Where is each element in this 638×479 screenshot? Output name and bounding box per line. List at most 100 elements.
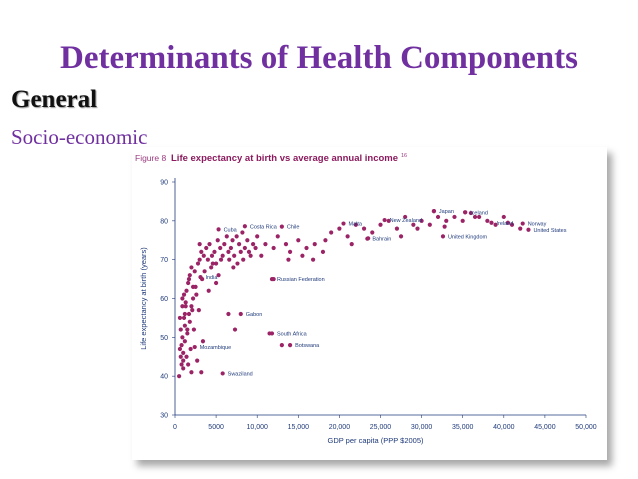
data-point (442, 224, 447, 229)
data-point (224, 234, 229, 239)
data-point (296, 238, 301, 243)
data-point (242, 245, 247, 251)
data-point (207, 242, 212, 247)
data-point (337, 226, 342, 231)
y-axis-label: Life expectancy at birth (years) (139, 247, 148, 350)
data-point (195, 358, 200, 363)
data-point (218, 257, 224, 262)
y-tick-label: 70 (160, 257, 168, 264)
data-point (232, 253, 237, 258)
data-point (214, 280, 219, 286)
annotated-point (365, 236, 370, 241)
data-point (182, 339, 187, 344)
data-point (259, 253, 264, 258)
data-point (493, 222, 498, 227)
data-point (187, 319, 192, 324)
data-point (206, 288, 211, 293)
data-point (186, 362, 191, 367)
data-point (518, 226, 523, 231)
annotated-point (242, 224, 247, 229)
data-point (191, 327, 197, 332)
data-point (378, 222, 383, 227)
data-point (415, 226, 420, 231)
data-point (212, 249, 217, 254)
data-point (232, 327, 238, 332)
data-point (353, 222, 358, 227)
data-point (189, 265, 194, 270)
x-tick-label: 40,000 (493, 424, 515, 431)
data-point (209, 265, 214, 270)
data-point (286, 257, 291, 262)
annotated-point (463, 210, 468, 215)
data-point (231, 265, 236, 270)
data-point (279, 343, 284, 348)
data-point (205, 257, 210, 262)
chart-title-superscript: 16 (401, 153, 407, 159)
data-point (241, 257, 246, 262)
data-point (178, 327, 183, 332)
data-point (187, 273, 192, 278)
data-point (210, 261, 215, 266)
annotated-point (382, 217, 387, 223)
annotated-point (238, 311, 243, 317)
data-point (283, 242, 289, 247)
y-tick-label: 30 (160, 413, 168, 420)
data-point (435, 214, 441, 220)
x-axis-label: GDP per capita (PPP $2005) (327, 436, 424, 445)
data-point (250, 242, 256, 247)
point-annotation: Norway (528, 222, 547, 228)
chart-axes: 30 40 50 60 70 80 90 0 5000 10,000 15,000 20,000 25,… (160, 178, 597, 431)
data-point (419, 218, 424, 223)
y-tick-label: 60 (160, 296, 168, 303)
annotated-point (216, 227, 221, 232)
data-point (271, 245, 276, 251)
x-tick-label: 5000 (208, 424, 224, 431)
data-point (255, 234, 260, 239)
point-annotation: Chile (287, 225, 300, 231)
data-point (195, 261, 201, 266)
point-annotation: Botswana (295, 343, 320, 349)
annotated-point (341, 221, 346, 226)
data-point (411, 222, 416, 227)
data-point (472, 214, 478, 220)
point-annotation: India (205, 275, 218, 281)
data-point (253, 245, 258, 251)
data-point (180, 296, 185, 301)
data-point (182, 323, 187, 328)
data-point (209, 253, 215, 258)
data-point (323, 238, 328, 243)
data-point (200, 339, 206, 344)
data-point (468, 210, 474, 216)
point-annotation: Bahrain (372, 237, 391, 243)
data-point (485, 218, 490, 223)
data-point (300, 253, 305, 258)
data-point (182, 311, 187, 317)
chart-points (177, 209, 531, 379)
data-point (228, 245, 233, 251)
data-point (186, 276, 192, 282)
point-annotation: Malta (349, 222, 363, 228)
data-point (185, 331, 190, 336)
x-tick-label: 50,000 (575, 424, 597, 431)
point-annotation: New Zealand (390, 218, 422, 224)
data-point (370, 230, 375, 235)
data-point (238, 249, 243, 254)
data-point (398, 234, 404, 239)
figure-card: Figure 8 Life expectancy at birth vs ave… (132, 147, 607, 460)
point-annotation: United Kingdom (448, 234, 488, 240)
data-point (505, 220, 511, 225)
figure-label: Figure 8 (135, 153, 166, 163)
data-point (181, 358, 186, 363)
annotated-point (198, 275, 203, 280)
annotated-point (440, 234, 446, 239)
point-annotation: South Africa (277, 331, 308, 337)
annotated-point (431, 209, 437, 214)
data-point (329, 230, 334, 235)
slide-heading: General (11, 86, 98, 113)
point-annotation: Iceland (470, 210, 488, 216)
data-point (214, 261, 219, 266)
x-tick-label: 30,000 (411, 424, 433, 431)
data-point (186, 311, 192, 317)
point-annotation: Mozambique (200, 345, 232, 351)
